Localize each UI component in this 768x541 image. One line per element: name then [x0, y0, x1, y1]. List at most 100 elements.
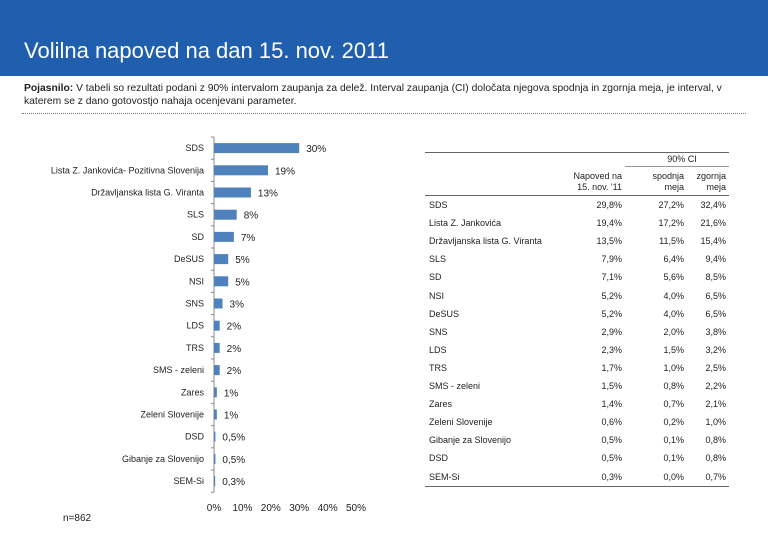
value-cell: 21,6% [700, 218, 726, 229]
value-cell: 8,5% [705, 272, 726, 283]
party-cell: NSI [429, 290, 445, 301]
x-tick-label: 20% [261, 503, 281, 514]
bar [214, 276, 229, 287]
x-tick-label: 50% [346, 503, 366, 514]
bar [214, 231, 234, 242]
bar [214, 387, 217, 398]
value-cell: 9,4% [705, 254, 726, 265]
value-cell: 15,4% [700, 236, 726, 247]
value-cell: 2,9% [601, 326, 622, 337]
data-label: 2% [227, 344, 242, 355]
col-header-upper: zgornja meja [696, 171, 726, 193]
data-label: 2% [227, 322, 242, 333]
data-label: 5% [235, 255, 250, 266]
bar [214, 298, 223, 309]
table-row: SD 7,1% 5,6% 8,5% [425, 272, 729, 286]
party-cell: SNS [429, 326, 448, 337]
category-label: SLS [187, 210, 204, 220]
value-cell: 17,2% [658, 218, 684, 229]
value-cell: 1,4% [601, 399, 622, 410]
table-row: Državljanska lista G. Viranta 13,5% 11,5% 1… [425, 236, 729, 250]
value-cell: 4,0% [663, 290, 684, 301]
value-cell: 0,8% [705, 435, 726, 446]
table-header-rule [425, 195, 729, 196]
explanation-note: Pojasnilo: V tabeli so rezultati podani … [24, 82, 749, 108]
col-header-lower: spodnja meja [652, 171, 684, 193]
data-label: 2% [227, 366, 242, 377]
data-label: 0,3% [222, 477, 245, 488]
value-cell: 32,4% [700, 200, 726, 210]
value-cell: 0,6% [601, 417, 622, 428]
value-cell: 0,8% [705, 453, 726, 464]
value-cell: 5,2% [601, 308, 622, 319]
category-label: SEM-Si [173, 476, 204, 486]
value-cell: 0,1% [663, 453, 684, 464]
table-row: Zares 1,4% 0,7% 2,1% [425, 399, 729, 413]
page-title: Volilna napoved na dan 15. nov. 2011 [24, 38, 389, 63]
bar [214, 209, 237, 220]
category-label: Lista Z. Jankovića- Pozitivna Slovenija [51, 165, 204, 175]
bar [214, 431, 216, 442]
bar [214, 365, 220, 376]
value-cell: 2,0% [663, 326, 684, 337]
party-cell: TRS [429, 362, 447, 373]
value-cell: 1,5% [663, 344, 684, 355]
bar [214, 165, 268, 176]
value-cell: 0,5% [601, 435, 622, 446]
data-label: 5% [235, 277, 250, 288]
ci-group-rule [625, 166, 729, 167]
category-label: Državljanska lista G. Viranta [91, 188, 204, 198]
party-cell: Državljanska lista G. Viranta [429, 236, 542, 247]
bar [214, 320, 220, 331]
value-cell: 7,1% [601, 272, 622, 283]
col-header-upper-line2: meja [706, 182, 726, 192]
bar [214, 453, 216, 464]
table-row: SMS - zeleni 1,5% 0,8% 2,2% [425, 381, 729, 395]
table-top-rule [425, 152, 729, 153]
value-cell: 0,1% [663, 435, 684, 446]
category-label: Zares [181, 387, 205, 397]
sample-size-note: n=862 [63, 513, 92, 524]
bar [214, 342, 220, 353]
value-cell: 0,2% [663, 417, 684, 428]
value-cell: 2,3% [601, 344, 622, 355]
x-tick-label: 10% [232, 503, 252, 514]
party-cell: SDS [429, 200, 448, 210]
value-cell: 4,0% [663, 308, 684, 319]
category-label: DeSUS [174, 254, 204, 264]
note-label: Pojasnilo: [24, 83, 74, 94]
col-header-forecast: Napoved na 15. nov. '11 [573, 171, 622, 193]
party-cell: LDS [429, 344, 447, 355]
value-cell: 0,0% [663, 471, 684, 482]
x-tick-label: 0% [207, 503, 222, 514]
data-label: 7% [241, 233, 256, 244]
value-cell: 1,5% [601, 381, 622, 391]
bar [214, 409, 217, 420]
data-label: 13% [258, 189, 278, 200]
category-label: TRS [186, 343, 204, 353]
table-row: SDS 29,8% 27,2% 32,4% [425, 200, 729, 214]
data-label: 0,5% [222, 433, 245, 444]
table-row: NSI 5,2% 4,0% 6,5% [425, 291, 729, 305]
data-label: 30% [306, 144, 326, 155]
category-label: Zeleni Slovenije [140, 410, 204, 420]
party-cell: Lista Z. Jankovića [429, 218, 502, 229]
table-row: Gibanje za Slovenijo 0,5% 0,1% 0,8% [425, 435, 729, 449]
value-cell: 0,5% [601, 453, 622, 464]
col-header-lower-line1: spodnja [652, 171, 684, 181]
data-label: 1% [224, 411, 239, 422]
category-label: SD [191, 232, 204, 242]
category-label: Gibanje za Slovenijo [122, 454, 204, 464]
table-row: SNS 2,9% 2,0% 3,8% [425, 327, 729, 341]
party-cell: DSD [429, 453, 449, 464]
ci-group-header: 90% CI [667, 154, 697, 164]
value-cell: 3,2% [705, 344, 726, 355]
table-row: SLS 7,9% 6,4% 9,4% [425, 254, 729, 268]
table-row: LDS 2,3% 1,5% 3,2% [425, 345, 729, 359]
value-cell: 0,3% [601, 471, 622, 482]
category-label: NSI [189, 276, 204, 286]
value-cell: 2,2% [705, 381, 726, 391]
data-label: 1% [224, 388, 239, 399]
value-cell: 6,5% [705, 290, 726, 301]
bar [214, 476, 216, 487]
